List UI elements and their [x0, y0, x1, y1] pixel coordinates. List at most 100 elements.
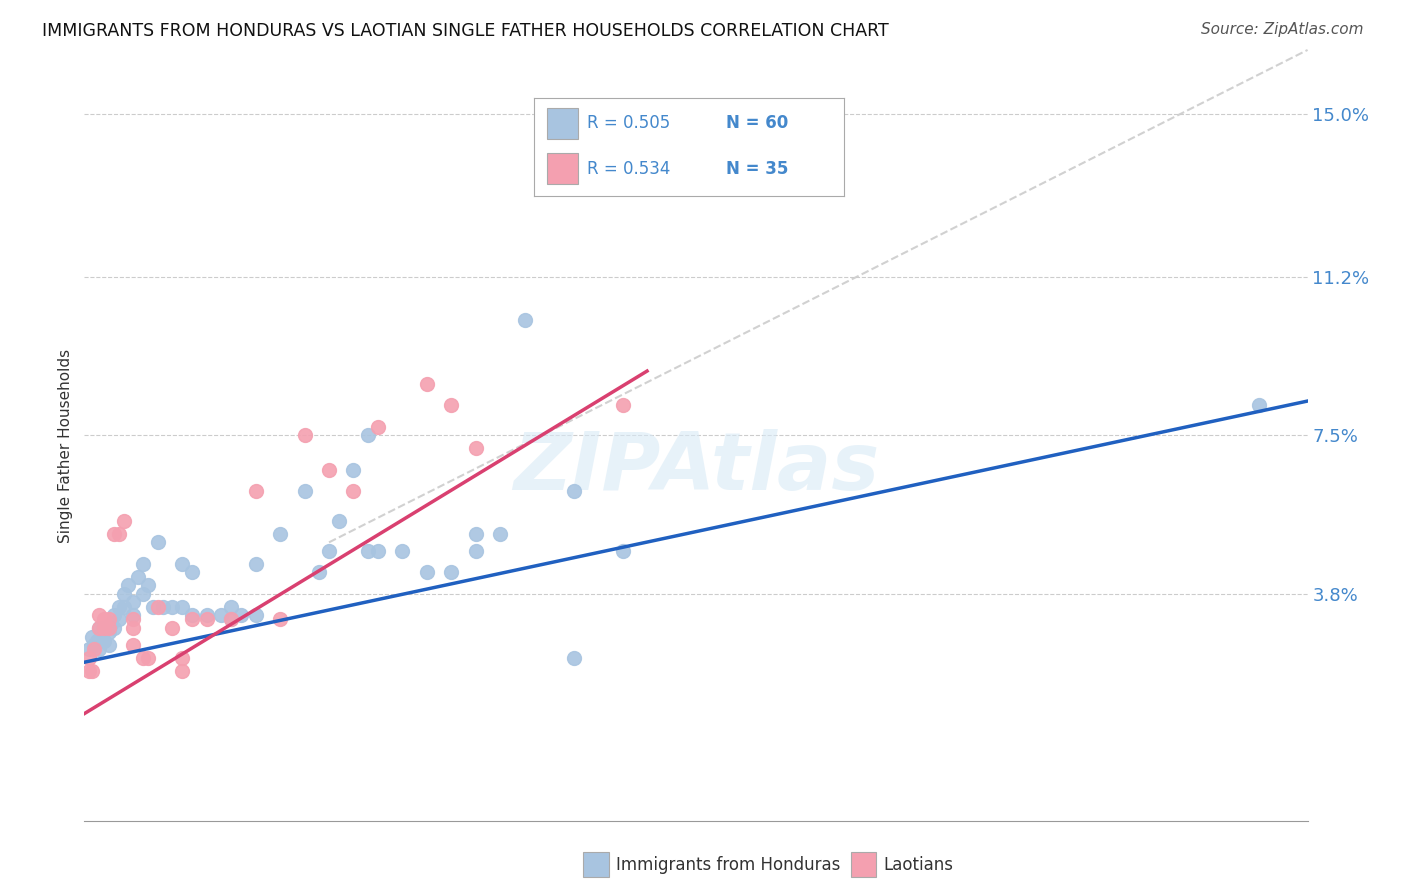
Text: R = 0.505: R = 0.505 — [586, 113, 671, 132]
Point — [172, 557, 194, 571]
Point — [357, 428, 380, 442]
Point — [612, 398, 634, 412]
Point — [229, 608, 252, 623]
Point — [612, 544, 634, 558]
Point — [391, 544, 413, 558]
Point — [136, 651, 159, 665]
Point — [77, 651, 100, 665]
Point — [172, 664, 194, 678]
Point — [416, 566, 439, 580]
Point — [489, 526, 512, 541]
Point — [152, 599, 174, 614]
Text: N = 60: N = 60 — [725, 113, 789, 132]
Point — [162, 599, 184, 614]
Point — [142, 599, 165, 614]
Point — [162, 621, 184, 635]
Point — [86, 633, 108, 648]
Point — [112, 587, 135, 601]
Point — [80, 630, 103, 644]
Point — [367, 419, 389, 434]
Point — [440, 398, 463, 412]
Point — [440, 566, 463, 580]
Point — [136, 578, 159, 592]
Point — [318, 544, 340, 558]
Point — [93, 612, 115, 626]
Point — [83, 638, 105, 652]
Point — [513, 312, 536, 326]
Point — [328, 514, 350, 528]
Point — [87, 642, 110, 657]
FancyBboxPatch shape — [547, 153, 578, 185]
Point — [80, 664, 103, 678]
Point — [562, 483, 585, 498]
Point — [77, 664, 100, 678]
Point — [464, 526, 486, 541]
Point — [269, 526, 291, 541]
Point — [195, 612, 218, 626]
Point — [90, 630, 112, 644]
Point — [97, 612, 120, 626]
Point — [294, 483, 316, 498]
Point — [245, 608, 267, 623]
Point — [132, 651, 155, 665]
Point — [219, 612, 242, 626]
Point — [357, 544, 380, 558]
Text: Source: ZipAtlas.com: Source: ZipAtlas.com — [1201, 22, 1364, 37]
Point — [93, 633, 115, 648]
Point — [93, 621, 115, 635]
Point — [122, 595, 145, 609]
Text: R = 0.534: R = 0.534 — [586, 160, 671, 178]
Text: Immigrants from Honduras: Immigrants from Honduras — [616, 856, 841, 874]
Point — [112, 599, 135, 614]
Point — [97, 638, 120, 652]
Point — [195, 608, 218, 623]
Point — [172, 599, 194, 614]
Point — [127, 569, 149, 583]
Point — [103, 608, 125, 623]
FancyBboxPatch shape — [547, 108, 578, 139]
Point — [100, 616, 122, 631]
Point — [122, 638, 145, 652]
Text: ZIPAtlas: ZIPAtlas — [513, 429, 879, 508]
Point — [83, 642, 105, 657]
Point — [367, 544, 389, 558]
Point — [219, 612, 242, 626]
Point — [464, 441, 486, 455]
Point — [117, 578, 139, 592]
Point — [132, 587, 155, 601]
Point — [122, 608, 145, 623]
Point — [209, 608, 232, 623]
Point — [97, 625, 120, 640]
Point — [146, 599, 169, 614]
Point — [107, 612, 129, 626]
Point — [219, 599, 242, 614]
Text: IMMIGRANTS FROM HONDURAS VS LAOTIAN SINGLE FATHER HOUSEHOLDS CORRELATION CHART: IMMIGRANTS FROM HONDURAS VS LAOTIAN SING… — [42, 22, 889, 40]
Point — [245, 483, 267, 498]
Point — [77, 642, 100, 657]
Point — [308, 566, 330, 580]
Point — [146, 535, 169, 549]
Point — [93, 621, 115, 635]
Point — [181, 612, 204, 626]
Point — [107, 599, 129, 614]
Point — [122, 621, 145, 635]
Point — [342, 462, 364, 476]
Point — [103, 621, 125, 635]
Point — [464, 544, 486, 558]
Text: N = 35: N = 35 — [725, 160, 789, 178]
Point — [269, 612, 291, 626]
Point — [97, 621, 120, 635]
Point — [245, 557, 267, 571]
Point — [103, 526, 125, 541]
Point — [132, 557, 155, 571]
Point — [181, 566, 204, 580]
Point — [342, 483, 364, 498]
Point — [562, 651, 585, 665]
Point — [181, 608, 204, 623]
Point — [318, 462, 340, 476]
Point — [107, 526, 129, 541]
Point — [416, 376, 439, 391]
Point — [87, 621, 110, 635]
Point — [1247, 398, 1270, 412]
Point — [294, 428, 316, 442]
